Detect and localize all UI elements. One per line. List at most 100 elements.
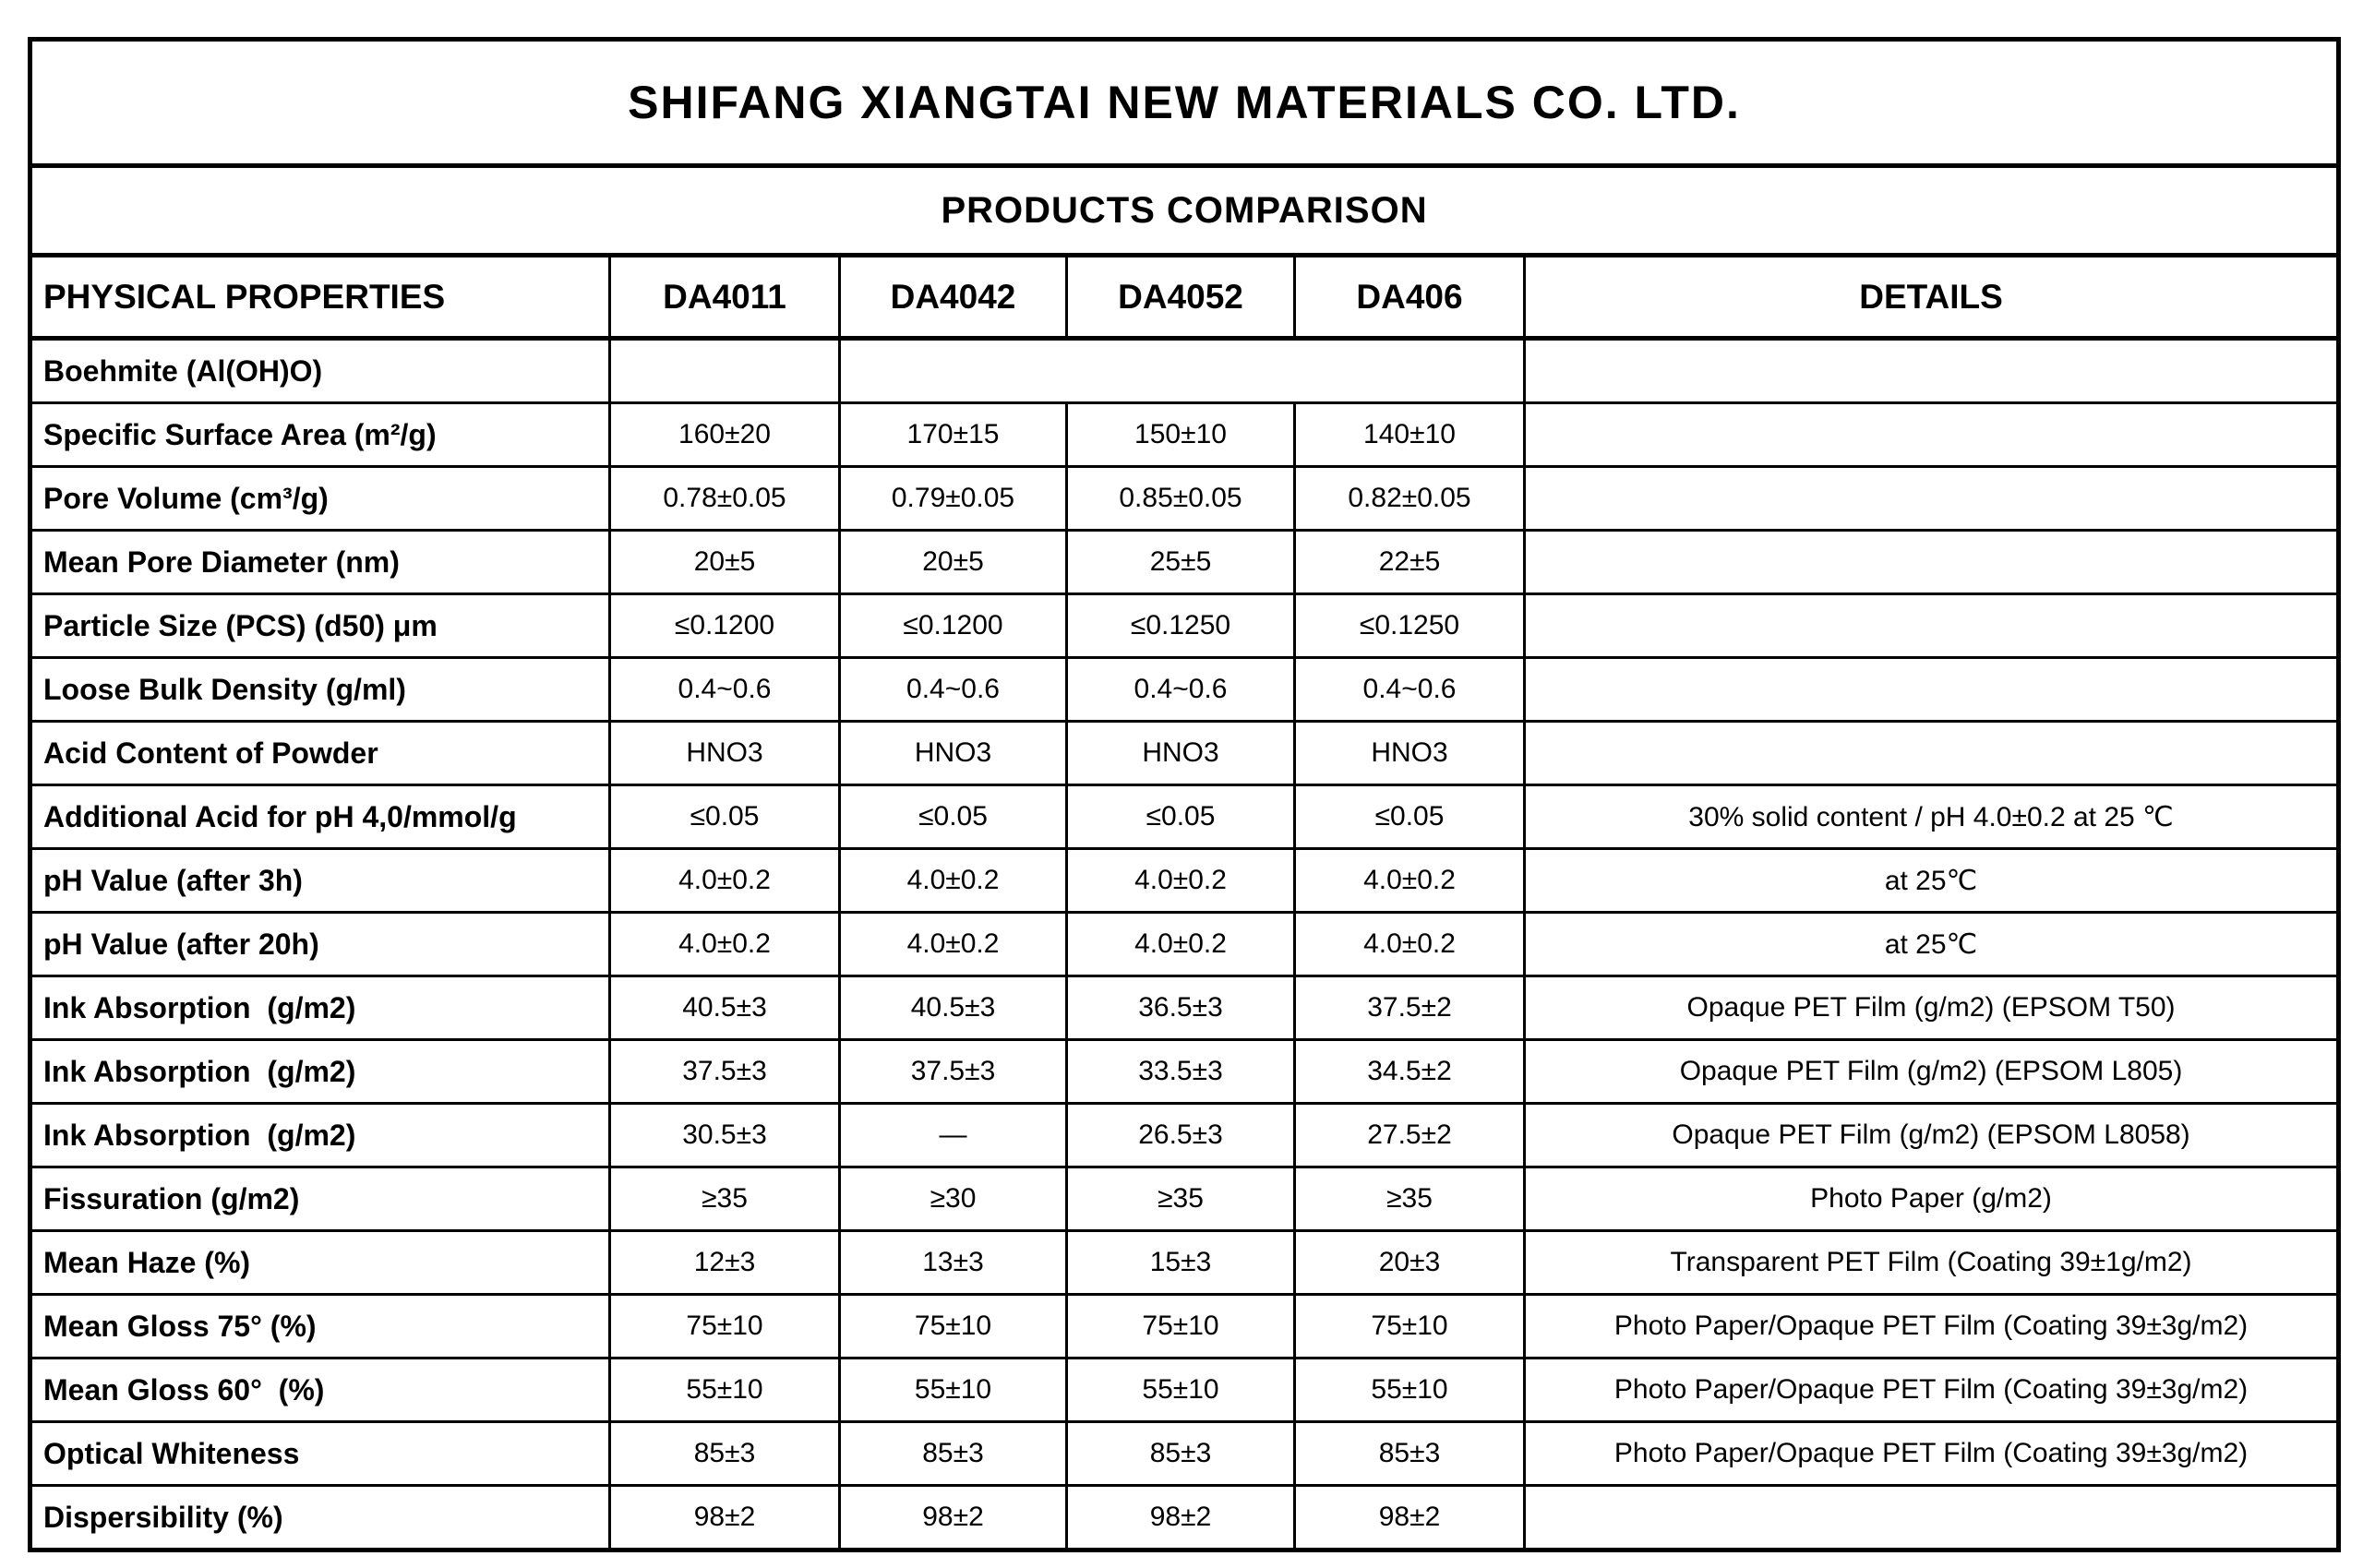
value-cell: 36.5±3 <box>1065 975 1296 1041</box>
value-cell: 0.4~0.6 <box>1065 656 1296 723</box>
details-cell: Photo Paper/Opaque PET Film (Coating 39±… <box>1522 1357 2341 1423</box>
value-cell: ≤0.05 <box>1065 784 1296 850</box>
property-cell: Ink Absorption (g/m2) <box>29 975 611 1041</box>
details-cell: Opaque PET Film (g/m2) (EPSOM L8058) <box>1522 1102 2341 1168</box>
table-row: Additional Acid for pH 4,0/mmol/g ≤0.05 … <box>29 784 2341 850</box>
value-cell: 55±10 <box>1293 1357 1526 1423</box>
value-cell: 12±3 <box>608 1229 841 1296</box>
value-cell: 85±3 <box>1065 1420 1296 1487</box>
table-row: pH Value (after 3h) 4.0±0.2 4.0±0.2 4.0±… <box>29 847 2341 914</box>
value-cell: 0.79±0.05 <box>838 465 1068 532</box>
property-cell: Loose Bulk Density (g/ml) <box>29 656 611 723</box>
value-cell: 55±10 <box>1065 1357 1296 1423</box>
value-cell: 4.0±0.2 <box>608 911 841 977</box>
value-cell: 75±10 <box>608 1293 841 1359</box>
value-cell: HNO3 <box>838 720 1068 786</box>
value-cell: 85±3 <box>838 1420 1068 1487</box>
table-row: Fissuration (g/m2) ≥35 ≥30 ≥35 ≥35 Photo… <box>29 1166 2341 1232</box>
property-cell: pH Value (after 20h) <box>29 911 611 977</box>
details-cell: at 25℃ <box>1522 911 2341 977</box>
table-row: pH Value (after 20h) 4.0±0.2 4.0±0.2 4.0… <box>29 911 2341 977</box>
value-cell: 4.0±0.2 <box>838 911 1068 977</box>
property-cell: Fissuration (g/m2) <box>29 1166 611 1232</box>
value-cell: — <box>838 1102 1068 1168</box>
table-row: Ink Absorption (g/m2) 40.5±3 40.5±3 36.5… <box>29 975 2341 1041</box>
details-cell: Transparent PET Film (Coating 39±1g/m2) <box>1522 1229 2341 1296</box>
property-cell: Mean Haze (%) <box>29 1229 611 1296</box>
property-cell: Pore Volume (cm³/g) <box>29 465 611 532</box>
table-row: Dispersibility (%) 98±2 98±2 98±2 98±2 <box>29 1484 2341 1551</box>
details-cell <box>1522 592 2341 659</box>
value-cell: ≤0.05 <box>838 784 1068 850</box>
value-cell: HNO3 <box>608 720 841 786</box>
value-cell: 140±10 <box>1293 401 1526 468</box>
property-cell: Specific Surface Area (m²/g) <box>29 401 611 468</box>
details-cell <box>1522 529 2341 595</box>
property-cell: Optical Whiteness <box>29 1420 611 1487</box>
value-cell: 13±3 <box>838 1229 1068 1296</box>
column-header-da4042: DA4042 <box>838 254 1068 341</box>
value-cell: 25±5 <box>1065 529 1296 595</box>
property-cell: Particle Size (PCS) (d50) μm <box>29 592 611 659</box>
property-cell: Ink Absorption (g/m2) <box>29 1102 611 1168</box>
value-cell: ≤0.1250 <box>1065 592 1296 659</box>
details-cell <box>1522 1484 2341 1551</box>
value-cell: 22±5 <box>1293 529 1526 595</box>
table-header-row: PHYSICAL PROPERTIES DA4011 DA4042 DA4052… <box>29 254 2341 341</box>
value-cell: HNO3 <box>1293 720 1526 786</box>
details-cell: Photo Paper/Opaque PET Film (Coating 39±… <box>1522 1420 2341 1487</box>
value-cell: 0.4~0.6 <box>838 656 1068 723</box>
details-cell: Photo Paper/Opaque PET Film (Coating 39±… <box>1522 1293 2341 1359</box>
property-cell: Ink Absorption (g/m2) <box>29 1038 611 1105</box>
value-cell: 37.5±2 <box>1293 975 1526 1041</box>
value-cell: ≥35 <box>608 1166 841 1232</box>
column-header-da406: DA406 <box>1293 254 1526 341</box>
property-cell: pH Value (after 3h) <box>29 847 611 914</box>
value-cell: ≤0.1200 <box>838 592 1068 659</box>
details-cell: Opaque PET Film (g/m2) (EPSOM T50) <box>1522 975 2341 1041</box>
value-cell: 55±10 <box>608 1357 841 1423</box>
table-row: Pore Volume (cm³/g) 0.78±0.05 0.79±0.05 … <box>29 465 2341 532</box>
value-cell: 4.0±0.2 <box>1065 911 1296 977</box>
value-cell: ≤0.05 <box>1293 784 1526 850</box>
table-row: Specific Surface Area (m²/g) 160±20 170±… <box>29 401 2341 468</box>
value-cell: 85±3 <box>608 1420 841 1487</box>
value-cell: 20±3 <box>1293 1229 1526 1296</box>
value-cell: ≥35 <box>1293 1166 1526 1232</box>
value-cell: 85±3 <box>1293 1420 1526 1487</box>
merged-value-cell <box>838 337 1526 404</box>
value-cell: 37.5±3 <box>838 1038 1068 1105</box>
value-cell: ≤0.05 <box>608 784 841 850</box>
table-row: Mean Haze (%) 12±3 13±3 15±3 20±3 Transp… <box>29 1229 2341 1296</box>
column-header-da4052: DA4052 <box>1065 254 1296 341</box>
details-cell <box>1522 720 2341 786</box>
value-cell: 0.78±0.05 <box>608 465 841 532</box>
value-cell: 4.0±0.2 <box>1065 847 1296 914</box>
details-cell <box>1522 656 2341 723</box>
details-cell: 30% solid content / pH 4.0±0.2 at 25 ℃ <box>1522 784 2341 850</box>
value-cell: 0.4~0.6 <box>608 656 841 723</box>
value-cell <box>608 337 841 404</box>
value-cell: 40.5±3 <box>608 975 841 1041</box>
value-cell: 30.5±3 <box>608 1102 841 1168</box>
property-cell: Mean Gloss 75° (%) <box>29 1293 611 1359</box>
value-cell: 4.0±0.2 <box>1293 847 1526 914</box>
table-row: Ink Absorption (g/m2) 30.5±3 — 26.5±3 27… <box>29 1102 2341 1168</box>
column-header-details: DETAILS <box>1522 254 2341 341</box>
value-cell: 0.82±0.05 <box>1293 465 1526 532</box>
details-cell: at 25℃ <box>1522 847 2341 914</box>
products-comparison-table: SHIFANG XIANGTAI NEW MATERIALS CO. LTD. … <box>28 37 2342 1552</box>
value-cell: 98±2 <box>608 1484 841 1551</box>
property-cell: Mean Pore Diameter (nm) <box>29 529 611 595</box>
value-cell: 0.85±0.05 <box>1065 465 1296 532</box>
value-cell: 55±10 <box>838 1357 1068 1423</box>
value-cell: ≤0.1250 <box>1293 592 1526 659</box>
table-row: Mean Gloss 75° (%) 75±10 75±10 75±10 75±… <box>29 1293 2341 1359</box>
value-cell: 40.5±3 <box>838 975 1068 1041</box>
value-cell: 170±15 <box>838 401 1068 468</box>
value-cell: 26.5±3 <box>1065 1102 1296 1168</box>
column-header-da4011: DA4011 <box>608 254 841 341</box>
table-row: Particle Size (PCS) (d50) μm ≤0.1200 ≤0.… <box>29 592 2341 659</box>
value-cell: ≥35 <box>1065 1166 1296 1232</box>
